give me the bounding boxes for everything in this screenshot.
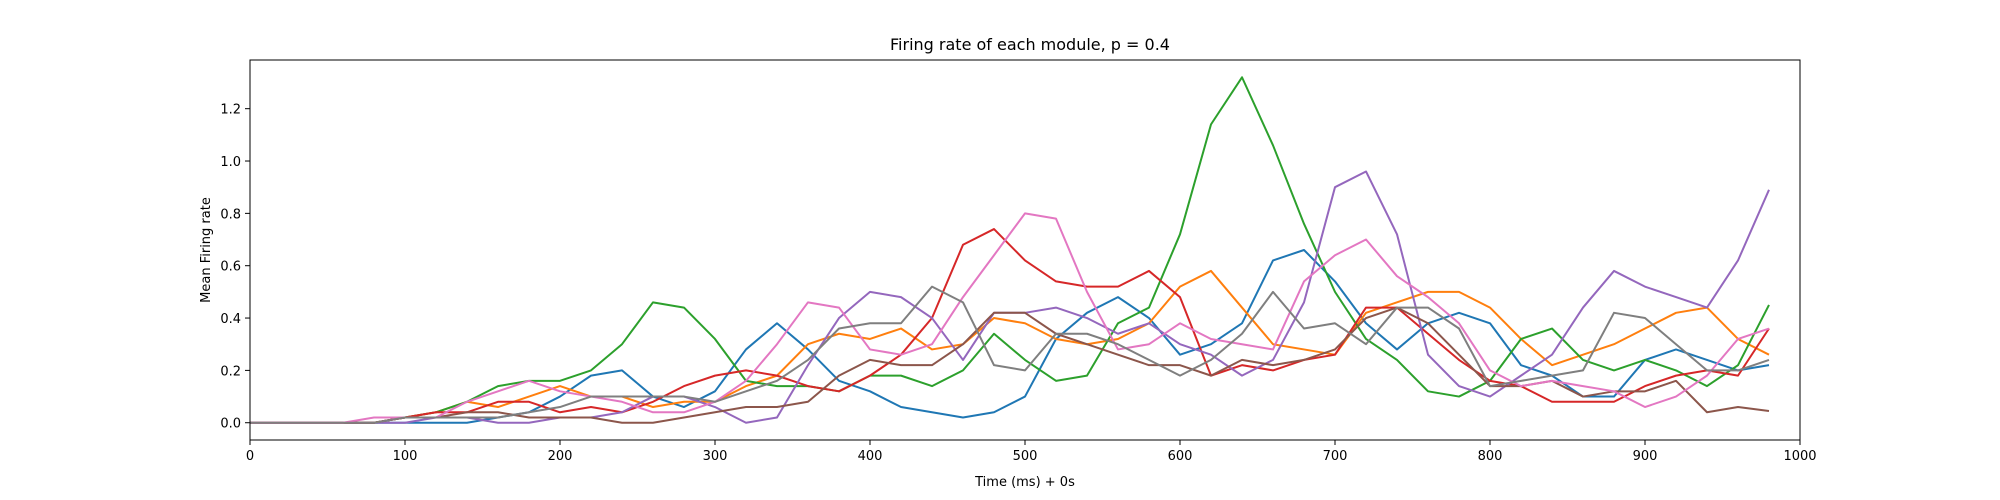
x-tick-label: 100 — [393, 449, 418, 464]
x-tick-label: 800 — [1478, 449, 1503, 464]
x-axis-label: Time (ms) + 0s — [974, 475, 1075, 490]
y-axis-label: Mean Firing rate — [199, 197, 214, 303]
series-line-4 — [250, 228, 1770, 424]
x-tick-label: 700 — [1323, 449, 1348, 464]
series-line-6 — [250, 306, 1770, 424]
x-tick-label: 900 — [1633, 449, 1658, 464]
y-tick-label: 1.2 — [220, 103, 241, 118]
x-tick-label: 600 — [1168, 449, 1193, 464]
y-tick-label: 0.6 — [220, 260, 241, 275]
series-line-8 — [250, 285, 1770, 424]
y-tick-label: 0.8 — [220, 207, 241, 222]
chart-title: Firing rate of each module, p = 0.4 — [890, 35, 1170, 54]
series-line-5 — [250, 170, 1770, 424]
x-tick-label: 0 — [246, 449, 254, 464]
x-tick-label: 500 — [1013, 449, 1038, 464]
y-axis: 0.0 0.2 0.4 0.6 0.8 1.0 1.2 — [220, 103, 250, 432]
x-tick-label: 1000 — [1783, 449, 1816, 464]
x-axis: 0 100 200 300 400 500 600 700 800 900 1000 — [246, 440, 1817, 464]
x-tick-label: 300 — [703, 449, 728, 464]
x-tick-label: 200 — [548, 449, 573, 464]
y-tick-label: 0.2 — [220, 364, 241, 379]
series-layer — [250, 76, 1770, 424]
series-line-7 — [250, 212, 1770, 424]
y-tick-label: 0.4 — [220, 312, 241, 327]
y-tick-label: 0.0 — [220, 417, 241, 432]
series-line-2 — [250, 269, 1770, 424]
series-line-3 — [250, 76, 1770, 424]
y-tick-label: 1.0 — [220, 155, 241, 170]
x-tick-label: 400 — [858, 449, 883, 464]
